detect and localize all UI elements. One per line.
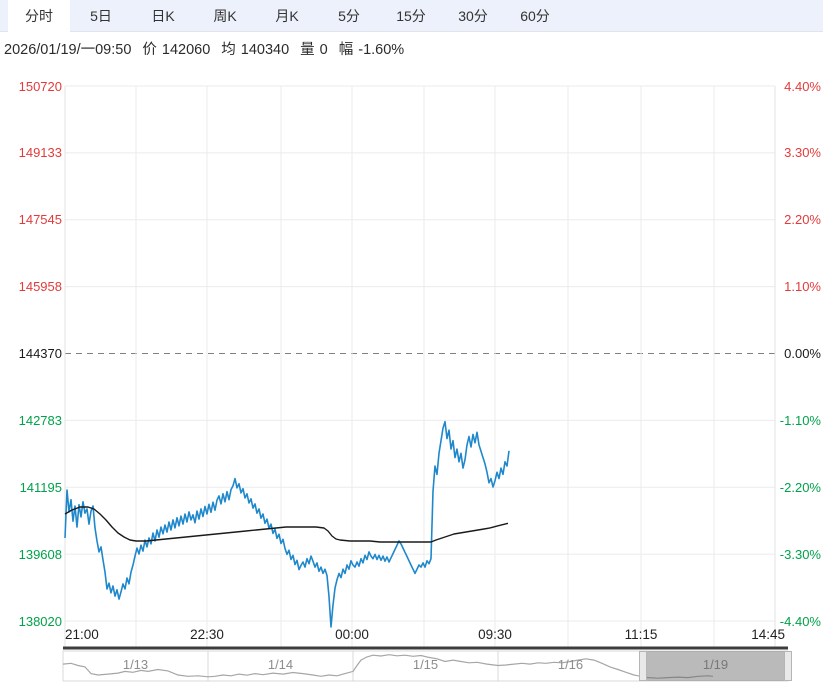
x-axis-line [63,646,788,650]
quote-change: 幅 -1.60% [338,41,405,58]
tab-daily[interactable]: 日K [151,8,175,24]
tab-15min[interactable]: 15分 [396,8,426,24]
navigator-selected-range[interactable] [643,651,788,681]
navigator-right-handle[interactable] [784,651,792,681]
average-line [64,506,509,543]
quote-datetime: 2026/01/19/一09:50 [4,41,132,58]
quote-average: 均 140340 [221,41,290,58]
tab-weekly[interactable]: 周K [213,8,237,24]
tab-monthly[interactable]: 月K [275,8,299,24]
tab-minute[interactable]: 分时 [8,0,70,32]
period-tabbar: 分时 5日 日K 周K 月K 5分 15分 30分 60分 [0,0,823,32]
tab-30min[interactable]: 30分 [458,8,488,24]
tab-5day[interactable]: 5日 [90,8,112,24]
navigator-sparkline [62,654,714,679]
tab-60min[interactable]: 60分 [520,8,550,24]
price-line [64,420,510,628]
chart-plot-area[interactable] [65,80,775,647]
navigator-left-handle[interactable] [639,651,647,681]
quote-price: 价 142060 [142,41,211,58]
tab-5min[interactable]: 5分 [338,8,360,24]
